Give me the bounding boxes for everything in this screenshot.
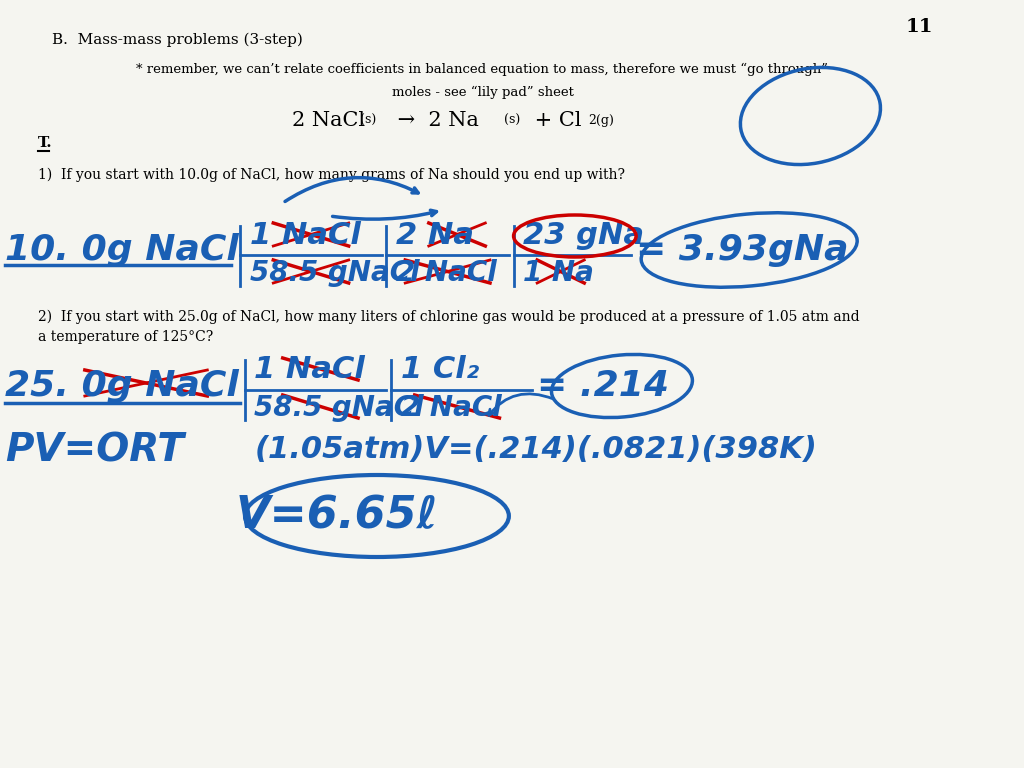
Text: 2 NaCl: 2 NaCl <box>396 259 497 287</box>
Text: 2)  If you start with 25.0g of NaCl, how many liters of chlorine gas would be pr: 2) If you start with 25.0g of NaCl, how … <box>38 310 859 324</box>
Text: 1 NaCl: 1 NaCl <box>254 356 366 385</box>
Text: moles - see “lily pad” sheet: moles - see “lily pad” sheet <box>391 86 573 99</box>
Text: 1 Na: 1 Na <box>523 259 594 287</box>
Text: PV=ΟRT: PV=ΟRT <box>5 431 183 469</box>
Text: 11: 11 <box>905 18 933 36</box>
Text: a temperature of 125°C?: a temperature of 125°C? <box>38 330 213 344</box>
Text: 58.5 gNaCl: 58.5 gNaCl <box>254 394 424 422</box>
Text: 2(g): 2(g) <box>588 114 614 127</box>
Text: 2 NaCl: 2 NaCl <box>400 394 502 422</box>
Text: →  2 Na: → 2 Na <box>391 111 479 130</box>
Text: = .214: = .214 <box>538 369 669 403</box>
Text: + Cl: + Cl <box>527 111 582 130</box>
Text: (1.05atm)V=(.214)(.0821)(398K): (1.05atm)V=(.214)(.0821)(398K) <box>254 435 817 465</box>
Text: (s): (s) <box>504 114 520 127</box>
Text: 23 gNa: 23 gNa <box>523 221 644 250</box>
Text: V=6.65ℓ: V=6.65ℓ <box>236 495 438 538</box>
Text: B.  Mass-mass problems (3-step): B. Mass-mass problems (3-step) <box>52 33 303 48</box>
Text: 25. 0g NaCl: 25. 0g NaCl <box>5 369 239 403</box>
Text: 2 NaCl: 2 NaCl <box>292 111 366 130</box>
Text: 1)  If you start with 10.0g of NaCl, how many grams of Na should you end up with: 1) If you start with 10.0g of NaCl, how … <box>38 168 625 182</box>
Text: = 3.93gNa: = 3.93gNa <box>636 233 849 267</box>
Text: 58.5 gNaCl: 58.5 gNaCl <box>250 259 420 287</box>
Text: 10. 0g NaCl: 10. 0g NaCl <box>5 233 239 267</box>
Text: * remember, we can’t relate coefficients in balanced equation to mass, therefore: * remember, we can’t relate coefficients… <box>136 63 828 76</box>
Text: 2 Na: 2 Na <box>396 221 474 250</box>
Text: 1 Cl₂: 1 Cl₂ <box>400 356 478 385</box>
Text: (s): (s) <box>360 114 376 127</box>
Text: T.: T. <box>38 136 52 150</box>
Text: 1 NaCl: 1 NaCl <box>250 221 360 250</box>
